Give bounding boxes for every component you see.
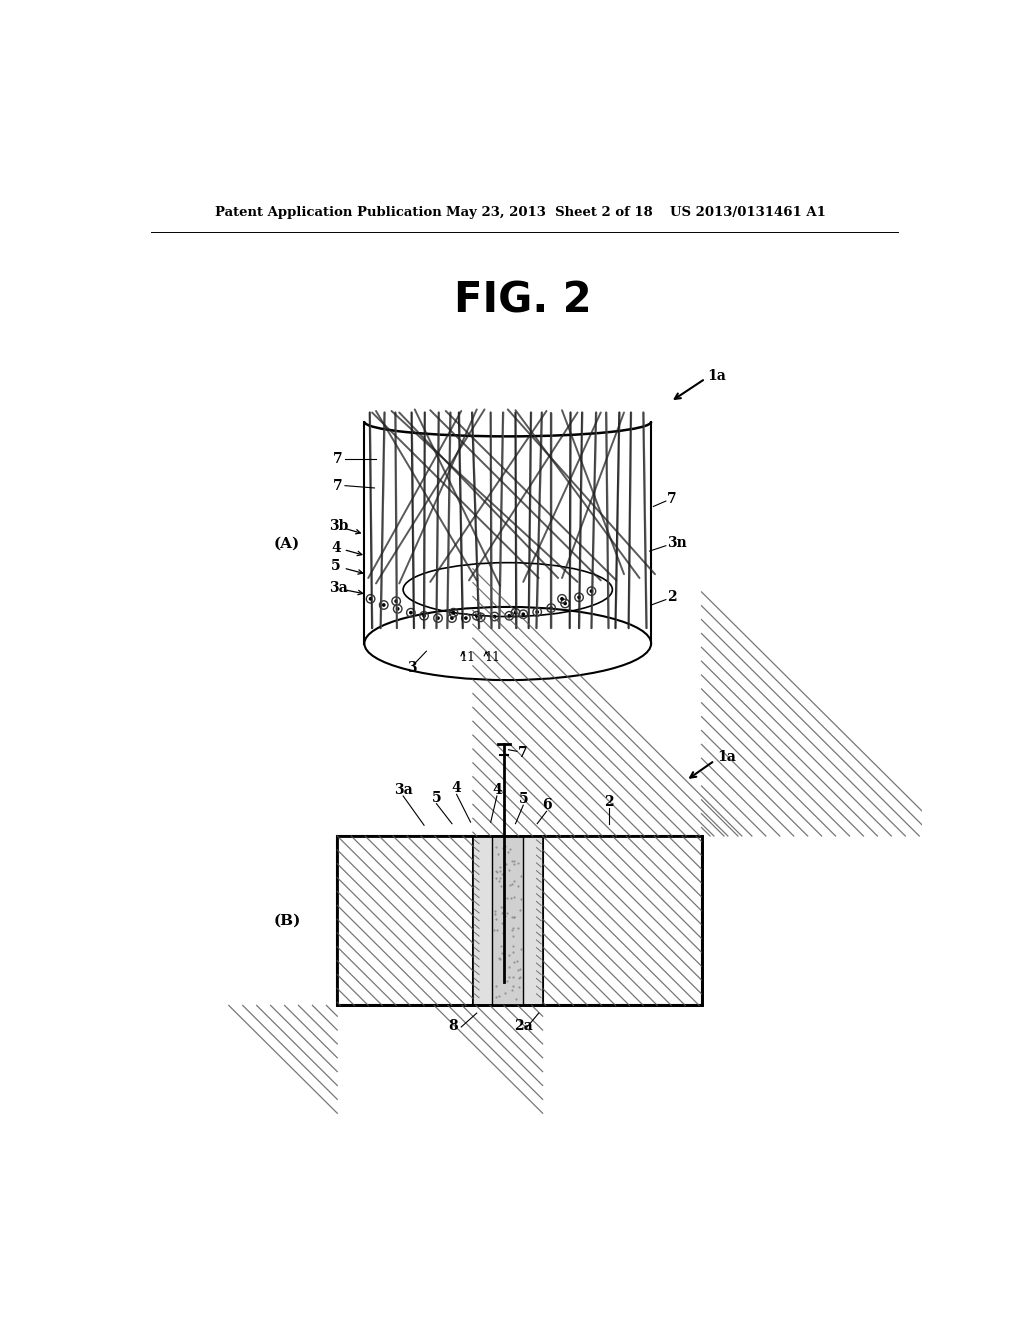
Text: 7: 7 (334, 451, 343, 466)
Text: (A): (A) (273, 536, 300, 550)
Circle shape (396, 607, 399, 610)
Bar (337, 836, 701, 1006)
Bar (543, 836, 701, 1006)
Bar (473, 836, 543, 1006)
Circle shape (508, 615, 510, 616)
Text: 6: 6 (542, 799, 551, 812)
Text: 4: 4 (492, 783, 502, 797)
Text: 5: 5 (518, 792, 528, 807)
Circle shape (522, 612, 524, 615)
Circle shape (370, 598, 372, 601)
Circle shape (383, 603, 385, 606)
Text: 1a: 1a (708, 368, 727, 383)
Text: May 23, 2013  Sheet 2 of 18: May 23, 2013 Sheet 2 of 18 (445, 206, 652, 219)
Circle shape (578, 597, 581, 598)
Circle shape (494, 615, 496, 618)
Text: 3a: 3a (394, 783, 413, 797)
Text: FIG. 2: FIG. 2 (454, 280, 591, 322)
Text: 5: 5 (432, 791, 441, 804)
Circle shape (536, 611, 539, 612)
Text: Patent Application Publication: Patent Application Publication (215, 206, 441, 219)
Text: 11: 11 (460, 651, 476, 664)
Circle shape (514, 611, 517, 614)
Text: 3n: 3n (667, 536, 686, 550)
Circle shape (590, 590, 593, 593)
Text: 7: 7 (334, 479, 343, 492)
Circle shape (564, 602, 566, 605)
Circle shape (465, 616, 467, 619)
Circle shape (395, 601, 397, 602)
Text: (B): (B) (273, 913, 301, 928)
Circle shape (410, 611, 412, 614)
Text: 3: 3 (407, 661, 417, 675)
Text: 2: 2 (667, 590, 676, 605)
Text: 7: 7 (518, 746, 527, 760)
Bar (337, 836, 701, 1006)
Circle shape (561, 598, 563, 601)
Circle shape (453, 611, 455, 614)
Circle shape (475, 615, 478, 616)
Circle shape (479, 616, 481, 619)
Circle shape (451, 616, 453, 619)
Circle shape (437, 616, 439, 619)
Bar (543, 836, 701, 1006)
Circle shape (550, 607, 552, 610)
Text: 3b: 3b (330, 520, 349, 533)
Text: 2: 2 (604, 795, 613, 809)
Text: 7: 7 (667, 492, 676, 506)
Text: 11: 11 (484, 651, 501, 664)
Text: 5: 5 (331, 560, 341, 573)
Text: 8: 8 (449, 1019, 459, 1034)
Text: 1a: 1a (717, 751, 736, 764)
Circle shape (423, 615, 425, 616)
Text: 3a: 3a (330, 581, 348, 595)
Text: 4: 4 (331, 541, 341, 554)
Bar (337, 836, 473, 1006)
Bar (337, 836, 473, 1006)
Text: 2a: 2a (514, 1019, 532, 1034)
Text: US 2013/0131461 A1: US 2013/0131461 A1 (671, 206, 826, 219)
Text: 4: 4 (452, 781, 462, 795)
Bar (493, 836, 523, 1006)
